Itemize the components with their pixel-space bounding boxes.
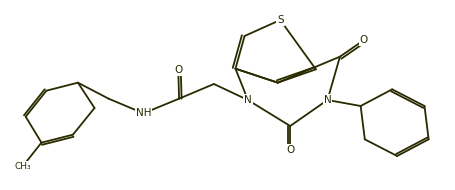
Text: O: O [359, 35, 367, 45]
Text: CH₃: CH₃ [14, 162, 30, 171]
Text: O: O [285, 145, 293, 155]
Text: N: N [323, 95, 331, 105]
Text: NH: NH [136, 108, 151, 118]
Text: N: N [243, 95, 251, 105]
Text: S: S [276, 15, 283, 25]
Text: O: O [174, 65, 182, 75]
